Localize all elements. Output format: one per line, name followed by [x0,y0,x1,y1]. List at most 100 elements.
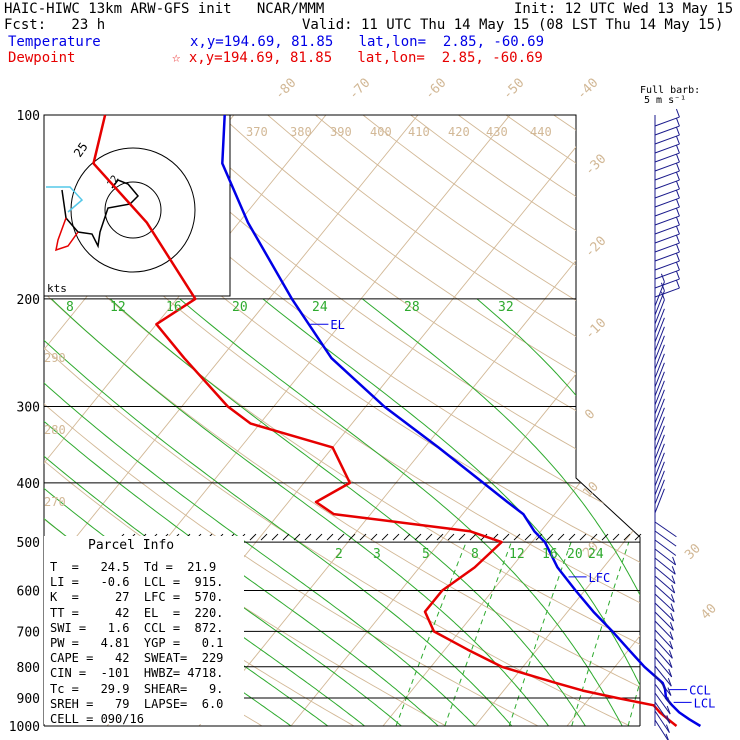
parcel-row: K = 27 LFC = 570. [50,590,224,604]
dry-adiabat-line [458,115,640,726]
hatch-mark [436,533,444,541]
wind-barb-flag [660,273,665,282]
wind-barb [654,215,680,226]
hatch-mark [513,533,521,541]
wind-barb-flag [675,153,680,163]
hatch-mark [337,533,345,541]
hatch-mark [579,533,587,541]
wind-barb [654,251,680,262]
pressure-tick-label: 800 [17,661,40,676]
wind-barb [654,143,680,154]
wind-barb [654,452,665,478]
hodograph-trace-lower [55,217,79,252]
wind-barb [654,161,680,172]
wind-barb [654,353,665,379]
wind-barb [654,380,665,406]
dry-adiabat-line [44,115,640,726]
theta-tick-label: 410 [408,125,430,139]
wind-barb-flag [667,678,672,687]
wind-barb [654,539,677,556]
hodograph-trace-upper [46,186,84,213]
wind-barb [654,719,669,740]
mixing-ratio-tick-label: 20 [232,300,248,315]
isotherm-tick-label: 30 [682,541,704,563]
isotherm-tick-label: -10 [582,316,609,343]
wind-barb-flag [675,198,680,208]
wind-barb-flag [660,291,665,300]
wind-barb-flag [675,207,680,217]
mixing-ratio-tick-label: 16 [166,300,182,315]
mixing-ratio-tick-label: 8 [66,300,74,315]
wind-barb [654,557,676,575]
level-label-lfc: LFC [589,571,611,585]
model-title: HAIC-HIWC 13km ARW-GFS init NCAR/MMM [4,1,325,17]
wind-barb-flag [675,261,680,271]
parcel-row: LI = -0.6 LCL = 915. [50,575,224,589]
wind-barb [654,593,675,613]
hatch-mark [381,533,389,541]
parcel-row: SREH = 79 LAPSE= 6.0 [50,697,224,711]
temperature-location: x,y=194.69, 81.85 lat,lon= 2.85, -60.69 [190,34,545,50]
hatch-mark [326,533,334,541]
hatch-mark [414,533,422,541]
hatch-mark [623,533,631,541]
isotherm-tick-label: -70 [346,76,373,103]
wind-barb [654,170,680,181]
isotherm-line [382,115,640,726]
parcel-row: TT = 42 EL = 220. [50,606,224,620]
dewpoint-legend: Dewpoint [8,50,76,66]
theta-tick-label: 380 [290,125,312,139]
wind-barb [654,620,674,641]
hatch-mark [370,533,378,541]
mixing-ratio-tick-label: 5 [422,547,430,562]
wind-barb [654,647,673,668]
wind-barb [654,269,680,280]
pressure-tick-label: 1000 [9,720,40,735]
hatch-mark [447,533,455,541]
isotherm-tick-label: -20 [582,234,609,261]
wind-barb [654,701,671,724]
isotherm-tick-label: 40 [698,601,720,623]
wind-barb-flag [666,715,671,724]
moist-adiabat-line [697,299,740,726]
wind-barb-flag [671,584,676,594]
wind-barb-flag [675,135,680,145]
wind-barb-flag [669,631,674,640]
wind-barb [654,710,670,733]
hatch-mark [293,533,301,541]
wind-barb [654,602,675,622]
moist-adiabat-line [262,298,640,726]
wind-barb-flag [675,216,680,226]
wind-barb [654,521,677,538]
barb-legend-unit: 5 m s⁻¹ [644,95,687,106]
hatch-mark [315,533,323,541]
wind-barb [654,584,675,603]
theta-tick-label: 370 [246,125,268,139]
wind-barb [654,233,680,244]
wind-barb-flag [667,687,672,696]
pressure-tick-label: 500 [17,536,40,551]
hatch-mark [601,533,609,541]
wind-barb-flag [675,270,680,280]
pressure-tick-label: 900 [17,692,40,707]
wind-barb [654,470,665,496]
dry-adiabat-line [44,115,631,726]
dry-adiabat-line [44,115,539,726]
isotherm-line [290,115,640,726]
pressure-tick-label: 600 [17,584,40,599]
hatch-mark [425,533,433,541]
hatch-mark [612,533,620,541]
wind-barb-flag [668,668,673,678]
dry-adiabat-line [76,115,640,726]
wind-barb-flag [671,575,676,584]
wind-barb [654,362,665,388]
wind-barb-flag [670,594,675,603]
hodograph-unit-label: kts [47,282,67,295]
hatch-mark [458,533,466,541]
dewpoint-profile [92,114,678,727]
wind-barb-flag [675,225,680,235]
wind-barb [654,425,665,451]
hatch-mark [392,533,400,541]
